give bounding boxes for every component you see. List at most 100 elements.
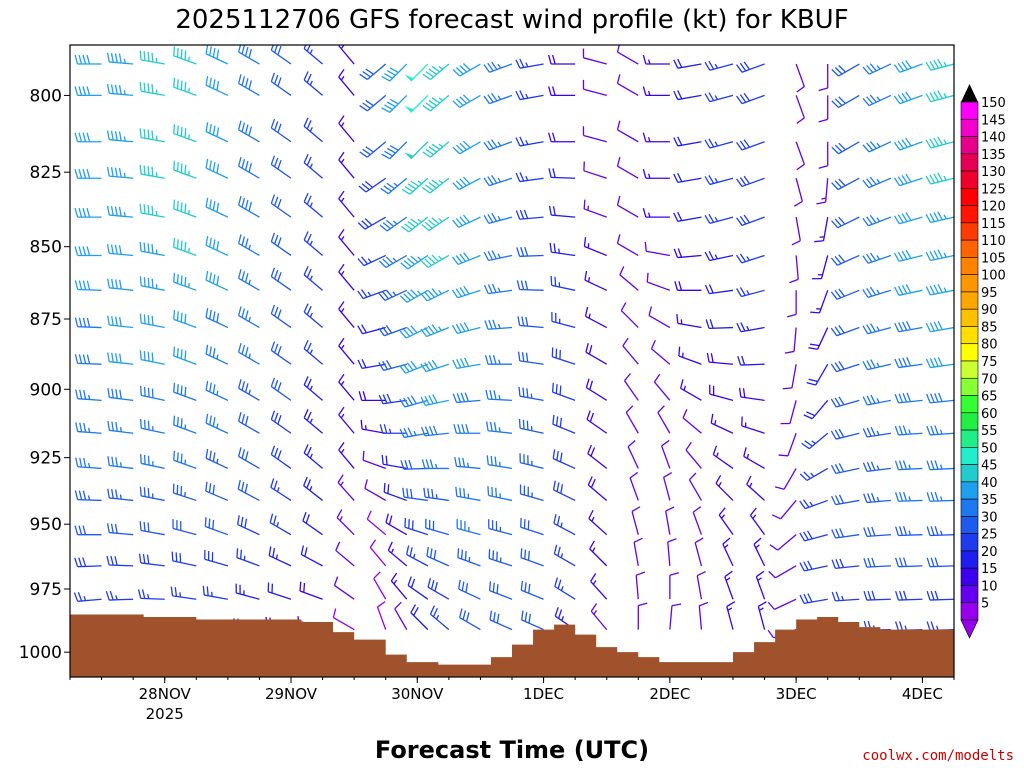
wind-barb (387, 541, 408, 567)
wind-barb (489, 610, 513, 631)
colorbar-label: 105 (981, 251, 1006, 266)
wind-barb (486, 455, 513, 470)
wind-barb (808, 327, 829, 350)
x-tick-label: 4DEC (902, 685, 943, 703)
wind-barb (75, 389, 102, 402)
x-tick-label: 28NOV (139, 685, 192, 703)
wind-barb (378, 325, 407, 337)
colorbar-label: 120 (981, 200, 1006, 215)
wind-barb (789, 255, 799, 284)
wind-barb (704, 60, 734, 71)
wind-barb (895, 590, 923, 601)
wind-barb (631, 506, 641, 535)
wind-barb (520, 548, 544, 567)
wind-barb (303, 117, 323, 143)
wind-barb (704, 92, 734, 103)
wind-barb (484, 355, 512, 365)
wind-barb (743, 447, 765, 469)
colorbar-swatch (960, 222, 979, 241)
wind-barb (771, 500, 797, 520)
wind-barb (369, 539, 387, 567)
wind-barb (485, 389, 513, 402)
wind-barb (106, 84, 134, 97)
colorbar-label: 80 (981, 338, 998, 353)
wind-barb (688, 472, 702, 501)
wind-barb (268, 546, 292, 567)
wind-barb (452, 140, 481, 155)
wind-barb (204, 549, 229, 567)
wind-barb (673, 58, 702, 69)
wind-barb (173, 272, 197, 291)
x-axis: 28NOV 2025 29NOV 30NOV 1DEC 2DEC 3DEC 4DEC (69, 677, 955, 723)
wind-barb (515, 209, 544, 220)
wind-barb (818, 95, 829, 123)
wind-barb (173, 160, 197, 179)
wind-barb (893, 91, 923, 105)
wind-barb (173, 346, 197, 365)
wind-barb (451, 285, 481, 299)
colorbar-swatch (960, 239, 979, 258)
colorbar-label: 35 (981, 493, 998, 508)
wind-barb (337, 474, 355, 501)
wind-barb (515, 136, 544, 147)
wind-barb (425, 518, 450, 536)
wind-barb (622, 337, 639, 365)
wind-barb (709, 384, 734, 401)
wind-barb (70, 432, 71, 434)
wind-barb (140, 418, 165, 434)
wind-barb (712, 445, 734, 469)
wind-barb (106, 130, 134, 143)
wind-barb (402, 487, 428, 502)
wind-barb (358, 391, 386, 402)
wind-barb (452, 214, 481, 228)
wind-barb (590, 573, 608, 600)
wind-barb (582, 126, 607, 143)
y-tick-label: 1000 (19, 643, 62, 663)
wind-barb (926, 621, 954, 632)
wind-barb (205, 235, 229, 257)
wind-barb (420, 254, 450, 269)
wind-barb (678, 346, 702, 365)
wind-barb (383, 482, 407, 502)
colorbar-swatch (960, 308, 979, 327)
terrain-fill (70, 614, 954, 677)
colorbar-swatch (960, 205, 979, 224)
x-tick-sublabel: 2025 (146, 705, 184, 723)
wind-barb (682, 409, 702, 434)
wind-barb (736, 139, 765, 151)
wind-barb (338, 263, 355, 291)
wind-barb (74, 557, 102, 568)
wind-barb (644, 241, 670, 257)
wind-barb (338, 301, 355, 328)
wind-barb (724, 570, 734, 600)
wind-barb (757, 601, 767, 630)
wind-barb (74, 354, 102, 365)
wind-barb (895, 621, 923, 632)
wind-barb (657, 405, 671, 434)
wind-barb (736, 253, 765, 264)
colorbar-label: 40 (981, 476, 998, 491)
wind-barb (801, 432, 829, 450)
wind-barb (616, 234, 639, 257)
wind-barb (358, 177, 387, 193)
wind-barb (204, 517, 229, 536)
wind-barb (404, 94, 429, 113)
wind-barb (452, 357, 481, 370)
wind-barb (107, 352, 134, 365)
colorbar-label: 75 (981, 355, 998, 370)
colorbar-label: 65 (981, 390, 998, 405)
wind-barb (518, 418, 544, 434)
wind-barb (736, 287, 765, 298)
colorbar-label: 45 (981, 459, 998, 474)
wind-barb (925, 320, 954, 333)
wind-barb (75, 422, 102, 434)
wind-barb (755, 570, 766, 600)
wind-barb (205, 270, 229, 291)
wind-barb (926, 392, 954, 404)
wind-barb (74, 525, 102, 536)
wind-barb (669, 572, 680, 600)
wind-barb (171, 551, 197, 567)
wind-barb (44, 281, 71, 290)
colorbar-label: 20 (981, 545, 998, 560)
wind-barb (44, 355, 71, 364)
